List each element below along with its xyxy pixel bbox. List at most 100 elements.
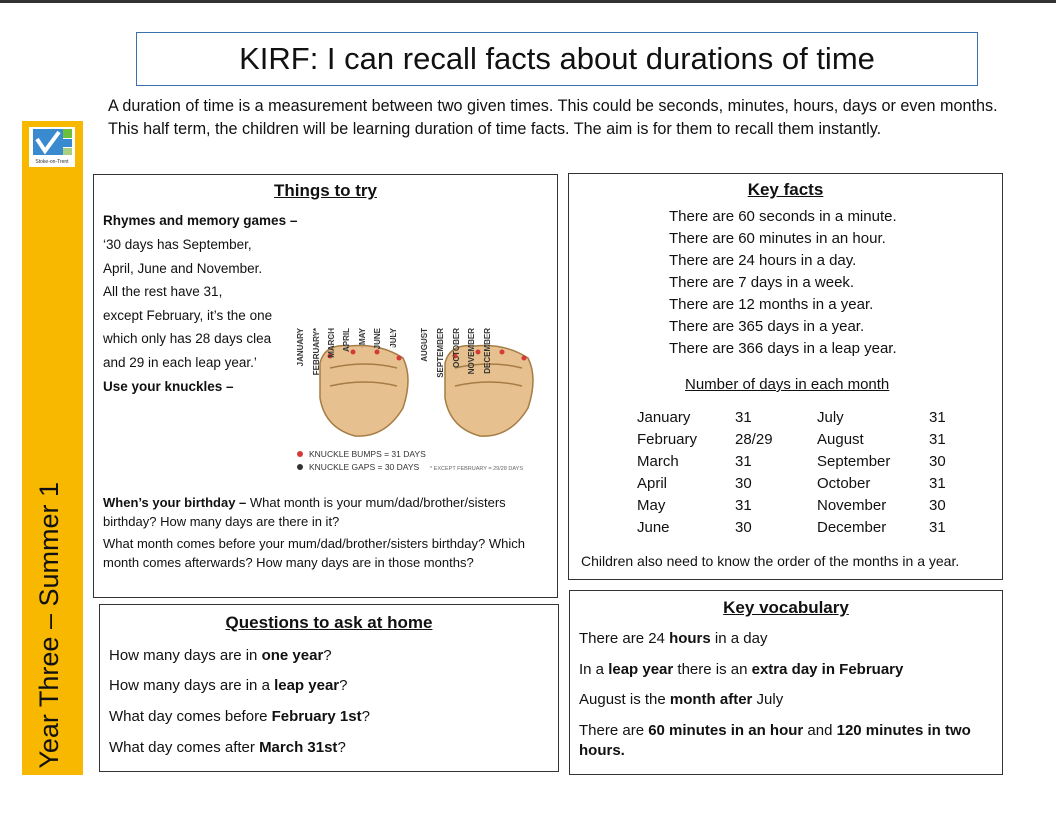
- text: How many days are in a: [109, 677, 275, 694]
- month-label: FEBRUARY*: [312, 327, 321, 375]
- text: ?: [339, 677, 348, 694]
- table-cell: May: [637, 497, 666, 514]
- rhyme-line: April, June and November.: [103, 260, 263, 276]
- birthday-paragraph: What month is your mum/dad/brother/siste…: [103, 495, 506, 529]
- intro: A duration of time is a measurement betw…: [108, 97, 998, 138]
- birthday-text: What month is your mum/dad/brother/siste…: [103, 495, 548, 572]
- dot: [374, 349, 380, 355]
- heading: Key facts: [747, 180, 824, 199]
- fist: [319, 344, 534, 437]
- bold-text: extra day in February: [751, 661, 904, 678]
- legend-text: KNUCKLE GAPS = 30 DAYS: [309, 462, 419, 472]
- bold-text: hours: [669, 630, 711, 647]
- subheading: Use your knuckles –: [103, 379, 234, 394]
- text: there is an: [673, 661, 752, 678]
- rhyme-line: ‘30 days has September,: [103, 237, 252, 252]
- dot: [475, 349, 481, 355]
- fact: There are 12 months in a year.: [669, 296, 874, 313]
- bump-dots: [327, 349, 527, 361]
- fist-left: [319, 344, 409, 437]
- item: There are 24 hours in a day: [579, 629, 989, 649]
- table-cell: February: [637, 431, 698, 448]
- finger-lines: [329, 363, 523, 387]
- table-cell: August: [817, 431, 864, 448]
- table-cell: 28/29: [735, 431, 773, 448]
- item: There are 60 minutes in an hour and 120 …: [579, 721, 989, 761]
- table-cell: 30: [929, 453, 946, 470]
- logo: Stoke-on-Trent: [29, 127, 75, 167]
- month-label: AUGUST: [420, 328, 429, 362]
- text: What day comes before: [109, 708, 272, 725]
- table-cell: September: [817, 453, 891, 470]
- sidebar-label: Year Three – Summer 1: [34, 482, 64, 769]
- fact: There are 24 hours in a day.: [669, 252, 857, 269]
- bold-text: one year: [261, 647, 324, 664]
- table-cell: 30: [735, 475, 752, 492]
- subheading: Rhymes and memory games –: [103, 213, 298, 228]
- logo-square: [63, 129, 72, 138]
- table-cell: 31: [929, 409, 946, 426]
- fact: There are 60 seconds in a minute.: [669, 208, 897, 225]
- logo-text: Stoke-on-Trent: [35, 159, 69, 165]
- item: What day comes before February 1st?: [109, 707, 549, 727]
- logo-square: [63, 139, 72, 147]
- legend-note: * EXCEPT FEBRUARY = 29/28 DAYS: [430, 466, 523, 472]
- item: How many days are in one year?: [109, 646, 549, 666]
- birthday-paragraph: What month comes before your mum/dad/bro…: [103, 536, 525, 570]
- bold-text: month after: [669, 691, 753, 708]
- text: There are: [579, 722, 649, 739]
- text: What day comes after: [109, 739, 260, 756]
- fact: There are 365 days in a year.: [669, 318, 865, 335]
- dot: [452, 353, 458, 359]
- rhyme-line: and 29 in each leap year.’: [103, 354, 257, 370]
- table-cell: 31: [929, 475, 946, 492]
- text: August is the: [579, 691, 670, 708]
- text: ?: [337, 739, 346, 756]
- text: and: [803, 722, 837, 739]
- table-cell: 31: [735, 453, 752, 470]
- table-cell: March: [637, 453, 679, 470]
- legend-dot: [297, 451, 303, 457]
- bold-text: 60 minutes in an hour: [648, 722, 804, 739]
- month-label: JANUARY: [296, 327, 305, 366]
- table-cell: November: [817, 497, 887, 514]
- heading: Things to try: [274, 181, 377, 200]
- text: ?: [323, 647, 332, 664]
- questions: Questions to ask at home How many days a…: [99, 604, 559, 772]
- month-label: MAY: [358, 327, 367, 345]
- bold-text: leap year: [608, 661, 674, 678]
- month-label: JUNE: [373, 327, 382, 349]
- sidebar: Stoke-on-Trent Year Three – Summer 1: [22, 121, 83, 775]
- vocabulary: Key vocabulary There are 24 hours in a d…: [569, 590, 1003, 775]
- table-cell: 31: [735, 497, 752, 514]
- logo-icon: Stoke-on-Trent: [33, 129, 72, 165]
- table-cell: December: [817, 519, 887, 536]
- month-label: SEPTEMBER: [436, 328, 445, 378]
- month-label: NOVEMBER: [467, 328, 476, 374]
- bold-text: February 1st: [271, 708, 362, 725]
- table-heading: Number of days in each month: [685, 376, 890, 393]
- bold-text: March 31st: [259, 739, 338, 756]
- bold-text: leap year: [274, 677, 340, 694]
- text: July: [752, 691, 784, 708]
- table-cell: 30: [929, 497, 946, 514]
- logo-square: [63, 148, 72, 155]
- text: In a: [579, 661, 609, 678]
- logo-tick: [35, 130, 61, 155]
- fact: There are 7 days in a week.: [669, 274, 855, 291]
- text: There are 24: [579, 630, 670, 647]
- rhyme-line: which only has 28 days clea: [103, 331, 272, 346]
- legend-text: KNUCKLE BUMPS = 31 DAYS: [309, 449, 426, 459]
- fact: There are 366 days in a leap year.: [669, 340, 897, 357]
- table-cell: 31: [929, 519, 946, 536]
- rhyme-line: All the rest have 31,: [103, 284, 223, 299]
- month-label: APRIL: [342, 328, 351, 352]
- birthday: When’s your birthday – What month is you…: [103, 493, 548, 572]
- title: KIRF: I can recall facts about durations…: [136, 32, 978, 86]
- key-facts: Key facts Number of days in each month C…: [568, 173, 1003, 580]
- month-label: DECEMBER: [483, 328, 492, 374]
- dot: [521, 355, 527, 361]
- table-cell: April: [637, 475, 668, 492]
- item: August is the month after July: [579, 690, 989, 710]
- dot: [350, 349, 356, 355]
